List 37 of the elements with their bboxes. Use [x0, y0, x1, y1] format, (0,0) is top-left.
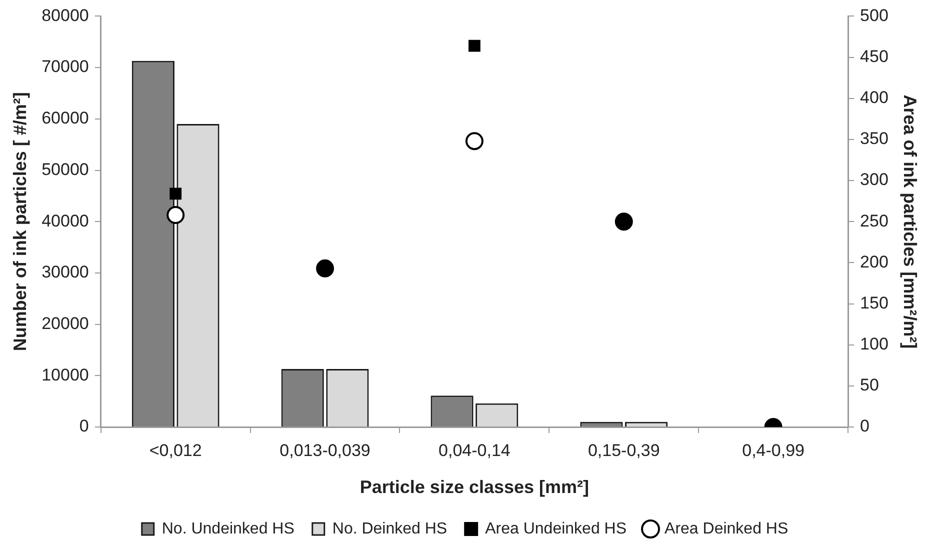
legend-label: Area Deinked HS [664, 520, 788, 538]
x-tick-label: <0,012 [149, 440, 202, 460]
y2-axis-title: Area of ink particles [mm²/m²] [900, 94, 920, 349]
legend-label: No. Deinked HS [332, 520, 448, 538]
y-tick-label: 0 [79, 416, 89, 436]
x-tick-label: 0,15-0,39 [588, 440, 660, 460]
point [316, 259, 334, 278]
legend-label: Area Undeinked HS [485, 520, 627, 538]
y-tick-label: 80000 [42, 6, 89, 25]
x-tick-label: 0,4-0,99 [742, 440, 805, 460]
y2-tick-label: 50 [860, 376, 879, 395]
point [170, 188, 182, 200]
y-tick-label: 10000 [42, 365, 89, 384]
point [614, 212, 633, 231]
y-tick-label: 70000 [42, 57, 89, 76]
y2-tick-label: 250 [860, 211, 888, 230]
y-tick-label: 40000 [42, 211, 89, 230]
x-tick-label: 0,013-0,039 [280, 440, 370, 460]
y2-tick-label: 150 [860, 293, 888, 312]
y-tick-label: 50000 [42, 160, 89, 179]
y2-tick-label: 0 [860, 416, 870, 436]
y-tick-label: 20000 [42, 314, 89, 333]
y2-tick-label: 500 [860, 6, 888, 25]
y2-tick-label: 350 [860, 129, 888, 148]
y2-tick-label: 450 [860, 46, 888, 66]
y-axis-title: Number of ink particles [ #/m²] [10, 92, 30, 352]
legend-label: No. Undeinked HS [162, 520, 294, 538]
y2-tick-label: 300 [860, 170, 888, 190]
point [166, 206, 185, 224]
x-tick-label: 0,04-0,14 [438, 440, 510, 460]
y2-tick-label: 100 [860, 334, 888, 354]
y2-tick-label: 400 [860, 88, 888, 108]
y2-tick-label: 200 [860, 252, 888, 272]
x-axis-title: Particle size classes [mm²] [360, 477, 590, 498]
y-tick-label: 30000 [42, 262, 89, 282]
y-tick-label: 60000 [42, 108, 89, 128]
point [468, 40, 480, 52]
